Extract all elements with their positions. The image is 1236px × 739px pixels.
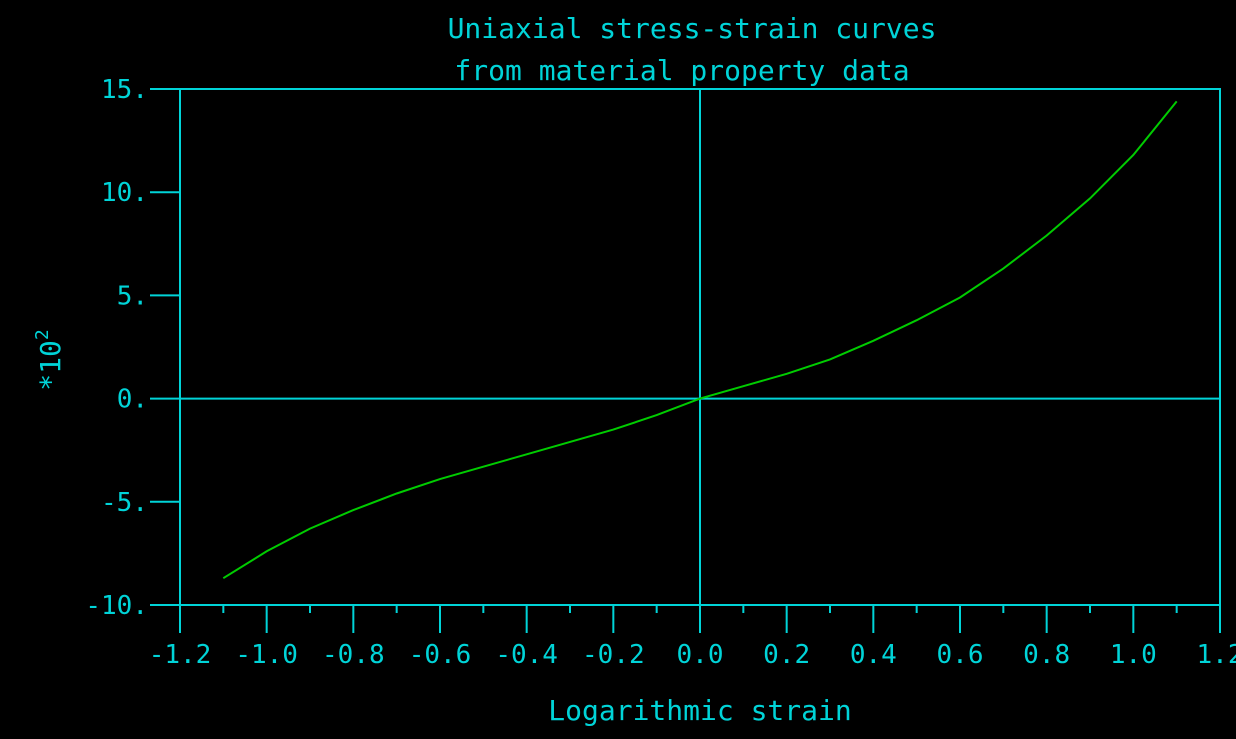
y-axis-label-base: *102 xyxy=(32,329,67,390)
y-axis-label: *102 xyxy=(32,329,67,390)
y-tick-label: 0. xyxy=(117,385,148,415)
y-tick-label: 10. xyxy=(101,178,148,208)
x-tick-label: -0.8 xyxy=(322,640,385,670)
chart-title-line-2: from material property data xyxy=(454,54,909,87)
x-tick-label: -1.2 xyxy=(149,640,212,670)
x-tick-label: -0.4 xyxy=(495,640,558,670)
y-axis-label-multiplier: *10 xyxy=(34,340,67,391)
x-tick-label: 1.0 xyxy=(1110,640,1157,670)
x-tick-label: 0.0 xyxy=(677,640,724,670)
chart-title-line-1: Uniaxial stress-strain curves xyxy=(448,12,937,45)
x-tick-label: 0.4 xyxy=(850,640,897,670)
x-tick-label: 1.2 xyxy=(1197,640,1236,670)
x-tick-label: 0.2 xyxy=(763,640,810,670)
x-tick-label: -0.2 xyxy=(582,640,645,670)
x-tick-label: -1.0 xyxy=(235,640,298,670)
plot-area: -10. -5. 0. 5. 10. 15. -1.2 -1.0 -0.8 -0.6 -0.4 -0.… xyxy=(85,75,1236,670)
y-axis-label-exponent: 2 xyxy=(32,329,53,340)
y-tick-label: -10. xyxy=(85,591,148,621)
y-tick-label: 5. xyxy=(117,281,148,311)
x-tick-label: 0.6 xyxy=(937,640,984,670)
y-tick-label: 15. xyxy=(101,75,148,105)
x-tick-label: -0.6 xyxy=(409,640,472,670)
y-tick-label: -5. xyxy=(101,488,148,518)
x-tick-label: 0.8 xyxy=(1023,640,1070,670)
x-axis-label: Logarithmic strain xyxy=(548,694,851,727)
